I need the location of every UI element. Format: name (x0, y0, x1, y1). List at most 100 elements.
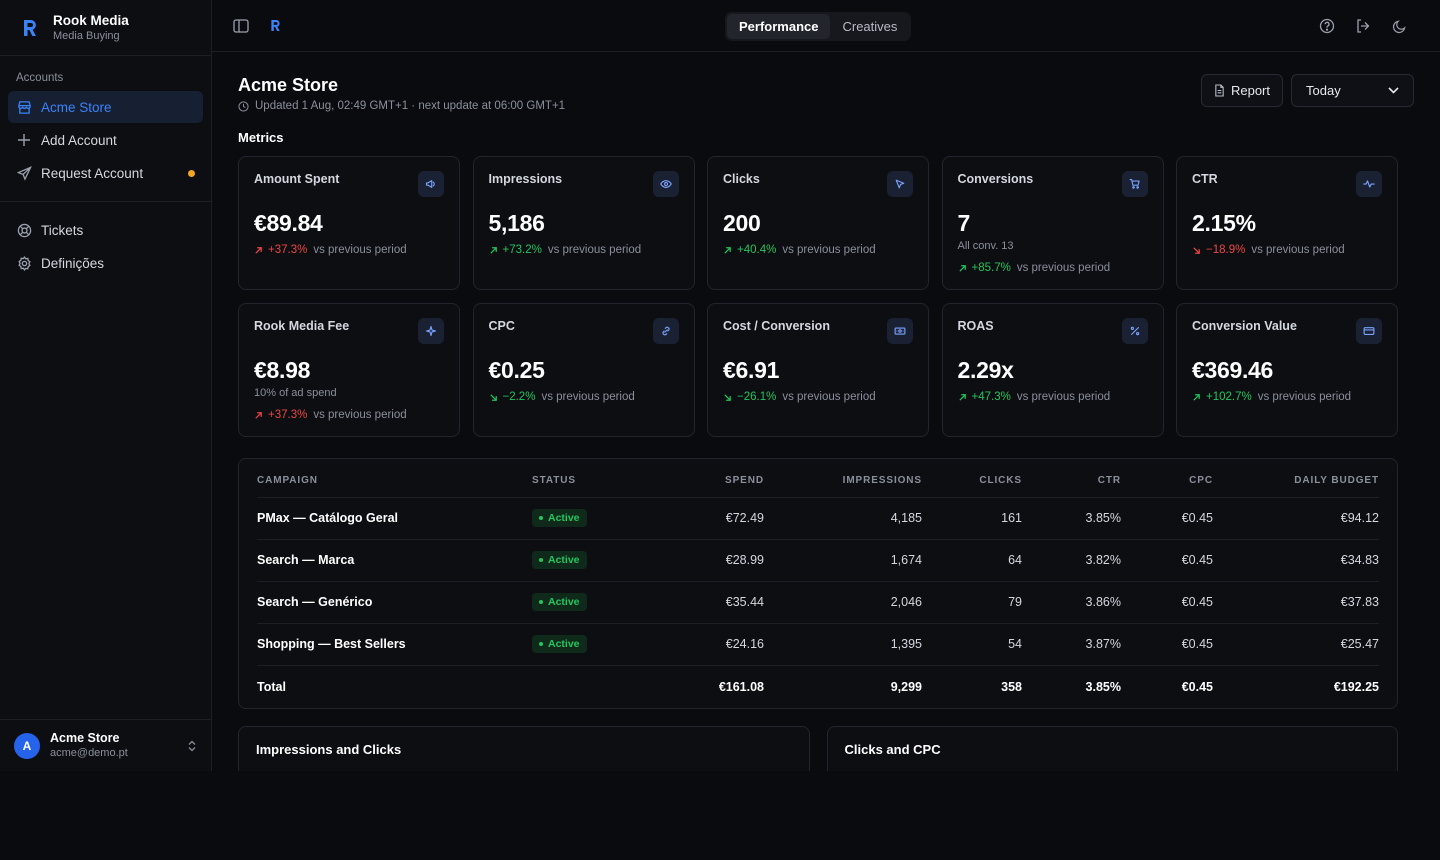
column-header-spend[interactable]: Spend (642, 459, 764, 498)
sidebar-item-request-account[interactable]: Request Account (8, 157, 203, 189)
page-content: Acme Store Updated 1 Aug, 02:49 GMT+1 · … (212, 52, 1440, 771)
campaign-name[interactable]: Shopping — Best Sellers (257, 623, 532, 666)
column-header-status[interactable]: Status (532, 459, 642, 498)
metric-delta-value: +73.2% (502, 244, 542, 256)
tab-performance[interactable]: Performance (727, 14, 831, 39)
metric-value: 7 (957, 210, 971, 236)
table-header-row: Campaign Status Spend Impressions Clicks… (257, 459, 1379, 498)
metric-delta-caption: vs previous period (547, 244, 642, 256)
cursor-icon (887, 171, 913, 197)
total-clicks: 358 (1001, 679, 1022, 694)
metric-delta-caption: vs previous period (782, 391, 876, 403)
lifebuoy-icon (16, 222, 32, 238)
arrow-up-right-icon (254, 411, 263, 420)
metric-card-impressions: Impressions 5,186 +73.2% vs previous period (472, 156, 695, 290)
metric-value: €6.91 (723, 357, 780, 383)
metric-delta-caption: vs previous period (313, 409, 407, 421)
ctr-cell: 3.87% (1022, 623, 1121, 666)
report-button[interactable]: Report (1200, 74, 1283, 107)
send-icon (16, 165, 32, 181)
metric-value: 5,186 (488, 210, 545, 236)
metrics-section-label: Metrics (238, 130, 284, 145)
column-header-clicks[interactable]: Clicks (922, 459, 1022, 498)
column-header-impressions[interactable]: Impressions (764, 459, 922, 498)
file-icon (1214, 84, 1225, 97)
impressions-cell: 4,185 (764, 497, 922, 540)
table-row[interactable]: Shopping — Best Sellers Active €24.16 1,395… (257, 623, 1379, 666)
metric-delta-value: +102.7% (1206, 391, 1252, 403)
arrow-up-right-icon (958, 393, 967, 402)
campaign-name[interactable]: PMax — Catálogo Geral (257, 497, 532, 540)
total-ctr: 3.85% (1085, 679, 1121, 694)
total-cpc: €0.45 (1181, 679, 1213, 694)
metric-card-clicks: Clicks 200 +40.4% vs previous period (707, 156, 929, 290)
chevron-down-icon (1388, 87, 1399, 94)
eye-icon (652, 171, 679, 197)
sidebar-item-definicoes[interactable]: Definições (8, 247, 203, 279)
status-cell: Active (532, 497, 642, 540)
campaign-name[interactable]: Search — Marca (257, 539, 532, 582)
table-row[interactable]: Search — Marca Active €28.99 1,674 64 3.82% €0… (257, 539, 1379, 582)
status-badge: Active (532, 593, 587, 611)
metric-delta-caption: vs previous period (313, 244, 407, 256)
avatar: A (14, 732, 40, 759)
sidebar-item-label: Definições (41, 255, 105, 271)
tab-creatives[interactable]: Creatives (842, 19, 898, 34)
megaphone-icon (418, 171, 444, 197)
table-row[interactable]: PMax — Catálogo Geral Active €72.49 4,185 16… (257, 497, 1379, 540)
user-menu[interactable]: A Acme Store acme@demo.pt (0, 719, 211, 771)
column-header-campaign[interactable]: Campaign (257, 459, 532, 498)
page-title: Acme Store (238, 75, 339, 95)
brand[interactable]: Rook Media Media Buying (0, 0, 211, 56)
arrow-up-right-icon (958, 264, 967, 273)
sidebar-divider (0, 201, 211, 202)
chart-title: Impressions and Clicks (256, 742, 402, 757)
sidebar-item-acme-store[interactable]: Acme Store (8, 91, 203, 123)
metric-title: Impressions (488, 172, 563, 186)
metric-delta-value: −26.1% (737, 391, 777, 403)
user-email: acme@demo.pt (50, 747, 128, 759)
report-button-label: Report (1230, 83, 1270, 98)
metric-delta: +85.7% vs previous period (958, 261, 1148, 275)
clock-icon (238, 100, 249, 112)
metric-delta-value: −2.2% (502, 391, 536, 403)
total-status (532, 665, 642, 708)
last-updated: Updated 1 Aug, 02:49 GMT+1 · next update… (238, 100, 565, 112)
metric-card-conversion-value: Conversion Value €369.46 +102.7% vs previou… (1176, 303, 1398, 437)
impressions-cell: 1,395 (764, 623, 922, 666)
sidebar-item-tickets[interactable]: Tickets (8, 214, 203, 246)
campaign-name[interactable]: Search — Genérico (257, 581, 532, 624)
metric-delta-value: +47.3% (971, 391, 1011, 403)
moon-icon[interactable] (1390, 17, 1408, 35)
clicks-cell: 64 (922, 539, 1022, 582)
metric-delta: +40.4% vs previous period (723, 243, 913, 257)
metric-delta: +37.3% vs previous period (254, 408, 444, 422)
total-label: Total (257, 679, 286, 694)
spend-cell: €72.49 (642, 497, 764, 540)
topbar: Performance Creatives (212, 0, 1440, 52)
metric-delta-caption: vs previous period (1016, 262, 1111, 274)
help-icon[interactable] (1318, 17, 1336, 35)
brand-name: Rook Media (53, 12, 129, 28)
metric-value: €369.46 (1192, 357, 1274, 383)
metric-delta-value: +40.4% (737, 244, 777, 256)
logout-icon[interactable] (1354, 17, 1372, 35)
column-header-ctr[interactable]: CTR (1022, 459, 1121, 498)
sidebar-toggle-icon[interactable] (232, 17, 250, 35)
impressions-cell: 1,674 (764, 539, 922, 582)
metric-delta-caption: vs previous period (1251, 244, 1345, 256)
date-range-select[interactable]: Today (1291, 74, 1414, 107)
metric-delta: +73.2% vs previous period (489, 243, 679, 257)
page-background (0, 771, 1440, 860)
metric-delta: +102.7% vs previous period (1192, 390, 1382, 404)
status-badge: Active (532, 551, 587, 569)
column-header-cpc[interactable]: CPC (1121, 459, 1213, 498)
metric-title: CPC (488, 319, 515, 333)
app-shell: Rook Media Media Buying Accounts Acme St… (0, 0, 1440, 771)
sidebar-item-add-account[interactable]: Add Account (8, 124, 203, 156)
clicks-cell: 79 (922, 581, 1022, 624)
store-icon (16, 99, 32, 115)
column-header-daily-budget[interactable]: Daily Budget (1213, 459, 1379, 498)
table-row[interactable]: Search — Genérico Active €35.44 2,046 79 3.86… (257, 581, 1379, 624)
cpc-cell: €0.45 (1121, 623, 1213, 666)
